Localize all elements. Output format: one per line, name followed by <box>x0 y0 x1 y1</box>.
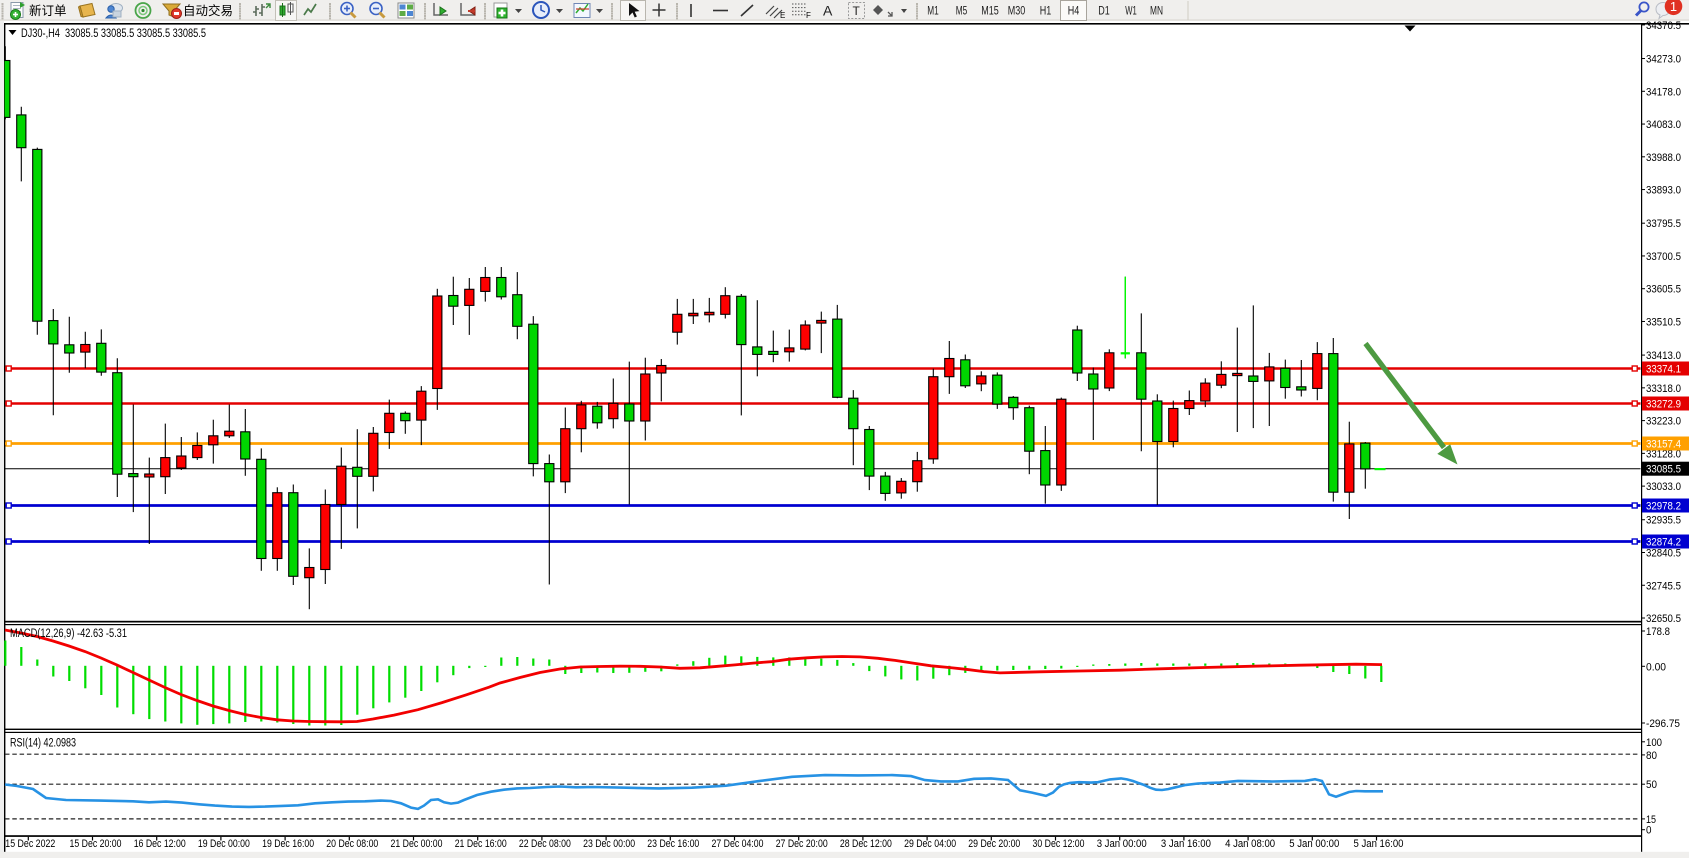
svg-text:32650.5: 32650.5 <box>1646 613 1681 625</box>
svg-text:33510.5: 33510.5 <box>1646 316 1681 328</box>
svg-text:100: 100 <box>1646 737 1662 749</box>
svg-text:M15: M15 <box>981 6 999 18</box>
svg-text:32935.5: 32935.5 <box>1646 515 1681 527</box>
svg-text:15 Dec 2022: 15 Dec 2022 <box>5 838 55 850</box>
svg-text:19 Dec 00:00: 19 Dec 00:00 <box>198 838 250 850</box>
svg-text:80: 80 <box>1646 750 1657 762</box>
svg-text:0: 0 <box>1646 825 1652 837</box>
svg-text:29 Dec 04:00: 29 Dec 04:00 <box>904 838 956 850</box>
svg-text:50: 50 <box>1646 779 1657 791</box>
svg-text:4 Jan 08:00: 4 Jan 08:00 <box>1225 838 1275 850</box>
svg-text:19 Dec 16:00: 19 Dec 16:00 <box>262 838 314 850</box>
svg-text:1: 1 <box>1670 0 1677 14</box>
svg-text:178.8: 178.8 <box>1646 626 1670 638</box>
svg-text:33893.0: 33893.0 <box>1646 185 1681 197</box>
svg-text:34178.0: 34178.0 <box>1646 86 1681 98</box>
svg-text:23 Dec 00:00: 23 Dec 00:00 <box>583 838 635 850</box>
svg-text:D1: D1 <box>1098 6 1110 18</box>
svg-text:3 Jan 00:00: 3 Jan 00:00 <box>1097 838 1147 850</box>
svg-text:20 Dec 08:00: 20 Dec 08:00 <box>326 838 378 850</box>
svg-text:15: 15 <box>1646 814 1656 826</box>
svg-text:33374.1: 33374.1 <box>1646 364 1681 376</box>
svg-text:29 Dec 20:00: 29 Dec 20:00 <box>968 838 1020 850</box>
svg-text:33988.0: 33988.0 <box>1646 152 1681 164</box>
svg-text:34273.0: 34273.0 <box>1646 54 1681 66</box>
svg-text:3 Jan 16:00: 3 Jan 16:00 <box>1161 838 1211 850</box>
svg-text:32874.2: 32874.2 <box>1646 537 1681 549</box>
svg-text:-296.75: -296.75 <box>1646 718 1680 730</box>
svg-text:28 Dec 12:00: 28 Dec 12:00 <box>840 838 892 850</box>
svg-text:E: E <box>780 11 785 20</box>
svg-text:21 Dec 00:00: 21 Dec 00:00 <box>391 838 443 850</box>
svg-text:MACD(12,26,9) -42.63 -5.31: MACD(12,26,9) -42.63 -5.31 <box>10 628 127 640</box>
svg-text:自动交易: 自动交易 <box>183 3 233 18</box>
svg-text:5 Jan 00:00: 5 Jan 00:00 <box>1289 838 1339 850</box>
svg-text:0.00: 0.00 <box>1646 661 1666 673</box>
svg-text:H4: H4 <box>1068 6 1080 18</box>
svg-text:33033.0: 33033.0 <box>1646 481 1681 493</box>
svg-text:34083.0: 34083.0 <box>1646 119 1681 131</box>
svg-text:33223.0: 33223.0 <box>1646 416 1681 428</box>
svg-text:23 Dec 16:00: 23 Dec 16:00 <box>647 838 699 850</box>
svg-text:27 Dec 20:00: 27 Dec 20:00 <box>776 838 828 850</box>
svg-text:RSI(14) 42.0983: RSI(14) 42.0983 <box>10 738 76 750</box>
svg-text:M30: M30 <box>1008 6 1026 18</box>
svg-text:32978.2: 32978.2 <box>1646 501 1681 513</box>
svg-text:32745.5: 32745.5 <box>1646 580 1681 592</box>
svg-text:21 Dec 16:00: 21 Dec 16:00 <box>455 838 507 850</box>
svg-text:33700.5: 33700.5 <box>1646 251 1681 263</box>
svg-text:H1: H1 <box>1040 6 1052 18</box>
svg-text:新订单: 新订单 <box>29 3 67 18</box>
svg-text:DJ30-,H4 33085.5 33085.5 3308: DJ30-,H4 33085.5 33085.5 33085.5 33085.5 <box>21 26 206 40</box>
svg-text:33085.5: 33085.5 <box>1646 464 1681 476</box>
svg-text:T: T <box>853 4 861 18</box>
svg-text:MN: MN <box>1150 6 1163 18</box>
svg-text:33272.9: 33272.9 <box>1646 399 1681 411</box>
svg-text:22 Dec 08:00: 22 Dec 08:00 <box>519 838 571 850</box>
svg-text:M5: M5 <box>956 6 968 18</box>
svg-text:M1: M1 <box>927 6 939 18</box>
svg-text:W1: W1 <box>1125 6 1137 18</box>
svg-text:33605.5: 33605.5 <box>1646 284 1681 296</box>
svg-text:15 Dec 20:00: 15 Dec 20:00 <box>70 838 122 850</box>
svg-text:33795.5: 33795.5 <box>1646 218 1681 230</box>
svg-text:32840.5: 32840.5 <box>1646 548 1681 560</box>
svg-text:33413.0: 33413.0 <box>1646 350 1681 362</box>
svg-text:33157.4: 33157.4 <box>1646 439 1681 451</box>
svg-text:A: A <box>823 3 833 19</box>
svg-text:5 Jan 16:00: 5 Jan 16:00 <box>1354 838 1404 850</box>
svg-text:F: F <box>806 11 811 20</box>
svg-text:34370.5: 34370.5 <box>1646 20 1681 32</box>
svg-text:33128.0: 33128.0 <box>1646 448 1681 460</box>
svg-text:27 Dec 04:00: 27 Dec 04:00 <box>712 838 764 850</box>
svg-text:33318.0: 33318.0 <box>1646 383 1681 395</box>
svg-text:30 Dec 12:00: 30 Dec 12:00 <box>1033 838 1085 850</box>
svg-text:16 Dec 12:00: 16 Dec 12:00 <box>134 838 186 850</box>
